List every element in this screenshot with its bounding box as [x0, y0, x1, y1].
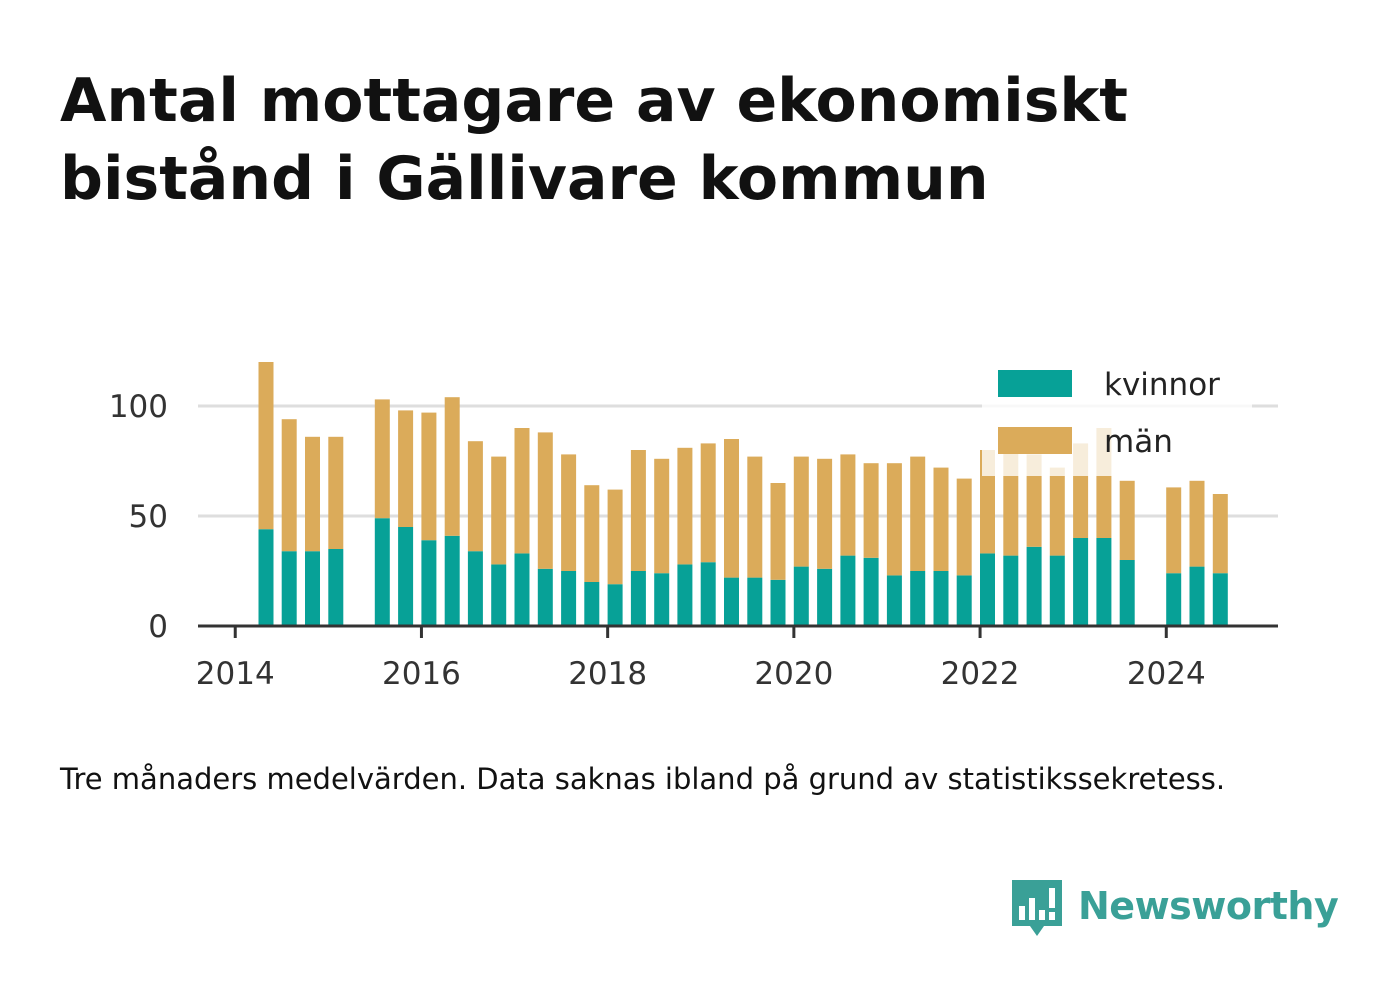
bar-kvinnor — [491, 564, 507, 626]
bar-man — [933, 467, 949, 571]
bar-kvinnor — [1212, 573, 1228, 626]
bar-man — [328, 436, 344, 549]
bar-kvinnor — [514, 553, 530, 626]
x-tick-label: 2024 — [1127, 656, 1206, 692]
bar-kvinnor — [374, 518, 390, 626]
bar-kvinnor — [840, 555, 856, 626]
bar-kvinnor — [1026, 546, 1042, 626]
bar-man — [654, 458, 670, 574]
bar-kvinnor — [561, 571, 577, 626]
bar-man — [537, 432, 553, 569]
bar-man — [398, 410, 414, 527]
bar-man — [630, 450, 646, 571]
bar-man — [956, 478, 972, 576]
bar-man — [817, 458, 833, 569]
bar-man — [700, 443, 716, 563]
bar-man — [886, 463, 902, 576]
bar-man — [514, 428, 530, 554]
legend-label: män — [1104, 424, 1173, 460]
bar-kvinnor — [747, 577, 763, 626]
bar-kvinnor — [886, 575, 902, 626]
bar-kvinnor — [817, 568, 833, 626]
bar-man — [793, 456, 809, 567]
legend-swatch — [998, 370, 1072, 397]
bar-man — [1189, 480, 1205, 567]
bar-kvinnor — [770, 579, 786, 626]
x-tick-label: 2018 — [568, 656, 647, 692]
bar-man — [1049, 467, 1065, 556]
bar-man — [491, 456, 507, 565]
bar-chart-speech-bubble-icon — [1012, 880, 1062, 936]
bar-man — [1119, 480, 1135, 560]
x-axis: 2014 2016 2018 2020 2022 2024 — [196, 624, 1278, 692]
bar-man — [747, 456, 763, 578]
bar-man — [258, 362, 274, 530]
x-tick-label: 2020 — [754, 656, 833, 692]
bar-kvinnor — [444, 535, 460, 626]
bar-man — [421, 412, 437, 541]
bar-kvinnor — [630, 571, 646, 626]
bar-kvinnor — [863, 557, 879, 626]
chart-title: Antal mottagare av ekonomiskt bistånd i … — [60, 66, 1128, 214]
brand-logo: Newsworthy — [1010, 876, 1339, 936]
bar-man — [1166, 487, 1182, 574]
y-tick-label: 100 — [109, 389, 168, 425]
bar-man — [1212, 494, 1228, 574]
bar-kvinnor — [1189, 566, 1205, 626]
brand-name: Newsworthy — [1078, 884, 1339, 928]
bar-man — [584, 485, 600, 582]
bar-kvinnor — [700, 562, 716, 626]
bar-kvinnor — [421, 540, 437, 626]
bar-kvinnor — [328, 549, 344, 626]
bar-kvinnor — [467, 551, 483, 626]
x-tick-label: 2014 — [196, 656, 275, 692]
bar-kvinnor — [1073, 538, 1089, 626]
x-tick-label: 2016 — [382, 656, 461, 692]
bar-kvinnor — [607, 584, 623, 626]
bar-man — [677, 447, 693, 565]
bar-kvinnor — [584, 582, 600, 626]
bar-kvinnor — [305, 551, 320, 626]
x-tick-label: 2022 — [941, 656, 1020, 692]
legend: kvinnor män — [982, 356, 1252, 476]
bar-kvinnor — [281, 551, 297, 626]
bar-kvinnor — [1003, 555, 1019, 626]
bar-kvinnor — [910, 571, 926, 626]
bar-man — [467, 441, 483, 552]
bar-kvinnor — [980, 553, 995, 626]
bar-man — [724, 439, 739, 578]
bar-man — [1026, 454, 1042, 547]
bar-kvinnor — [1096, 538, 1112, 626]
bar-kvinnor — [1119, 560, 1135, 626]
bar-kvinnor — [677, 564, 693, 626]
legend-label: kvinnor — [1104, 367, 1220, 403]
bar-kvinnor — [537, 568, 553, 626]
bar-kvinnor — [398, 527, 414, 626]
bar-kvinnor — [1049, 555, 1065, 626]
bar-kvinnor — [258, 529, 274, 626]
bar-man — [305, 436, 320, 552]
bar-man — [770, 483, 786, 580]
bar-kvinnor — [654, 573, 670, 626]
bar-man — [374, 399, 390, 519]
y-tick-label: 50 — [129, 499, 168, 535]
footnote: Tre månaders medelvärden. Data saknas ib… — [60, 762, 1226, 796]
bar-series — [258, 362, 1228, 626]
bar-man — [607, 489, 623, 585]
bar-kvinnor — [724, 577, 739, 626]
bar-man — [840, 454, 856, 556]
bar-man — [444, 397, 460, 536]
y-axis: 0 50 100 — [109, 389, 168, 645]
bar-man — [863, 463, 879, 558]
bar-man — [281, 419, 297, 552]
bar-kvinnor — [933, 571, 949, 626]
bar-man — [561, 454, 577, 571]
y-tick-label: 0 — [148, 609, 168, 645]
bar-kvinnor — [956, 575, 972, 626]
bar-man — [910, 456, 926, 571]
bar-kvinnor — [793, 566, 809, 626]
legend-swatch — [998, 427, 1072, 454]
bar-kvinnor — [1166, 573, 1182, 626]
